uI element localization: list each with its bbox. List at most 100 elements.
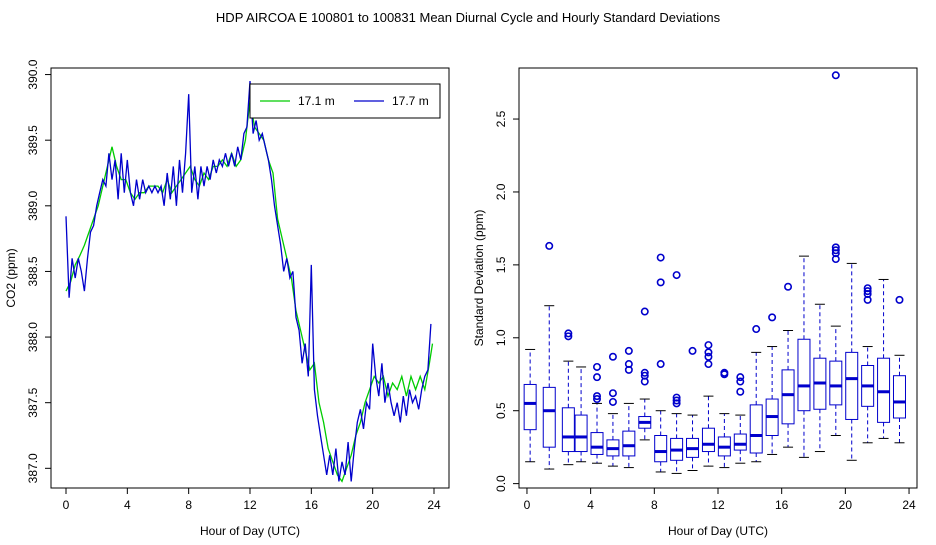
left-x-tick-label: 12 [243,498,257,512]
outlier-point [768,313,777,322]
outlier-point [564,332,573,341]
outlier-point [545,241,554,250]
outlier-point [704,352,713,361]
outlier-point [640,377,649,386]
right-y-axis: 0.0 0.5 1.0 1.5 2.0 2.5 [494,110,520,492]
stddev-boxplot-chart: 0 4 8 12 16 20 24 0.0 0.5 1.0 1.5 2.0 2.5 Hour of D… [472,67,918,538]
box-hour-11.4 [701,341,715,467]
outlier-point [656,360,665,369]
box-hour-9.4 [670,271,684,474]
outlier-point [593,362,602,371]
outlier-point [736,387,745,396]
iqr-box [829,360,843,406]
box-hour-23.4 [892,295,906,444]
left-x-tick-label: 4 [124,498,131,512]
outlier-point [608,397,617,406]
right-y-tick-label: 2.5 [494,110,508,127]
outlier-point [831,255,840,264]
outlier-point [608,352,617,361]
left-plot-frame [50,67,450,489]
outlier-point [656,253,665,262]
box-hour-13.4 [733,373,747,464]
box-hour-7.4 [638,307,652,441]
outlier-point [593,392,602,401]
outlier-point [704,348,713,357]
left-y-tick-label: 389.0 [26,190,40,220]
iqr-box [781,369,795,425]
left-y-tick-label: 388.0 [26,322,40,352]
legend: 17.1 m 17.7 m [249,83,441,119]
right-x-tick-label: 24 [902,498,916,512]
iqr-box [542,386,556,448]
right-x-axis-label: Hour of Day (UTC) [668,524,768,538]
iqr-box [749,404,763,454]
right-x-tick-label: 4 [587,498,594,512]
legend-label-17-7m: 17.7 m [392,94,429,108]
left-y-tick-label: 387.5 [26,387,40,417]
left-y-axis: 387.0 387.5 388.0 388.5 389.0 389.5 390.0 [26,59,52,483]
left-y-tick-label: 387.0 [26,453,40,483]
outlier-point [688,346,697,355]
box-hour-14.4 [749,325,763,463]
left-y-axis-label: CO2 (ppm) [4,248,18,307]
box-hour-10.4 [686,346,700,471]
outlier-point [672,271,681,280]
box-hour-0.2 [523,348,537,463]
figure-title: HDP AIRCOA E 100801 to 100831 Mean Diurn… [216,10,721,25]
outlier-point [640,368,649,377]
left-x-tick-label: 8 [185,498,192,512]
right-x-axis: 0 4 8 12 16 20 24 [524,487,916,512]
outlier-point [863,287,872,296]
iqr-box [892,375,906,419]
outlier-point [564,329,573,338]
left-series-lines [65,81,434,483]
outlier-point [720,370,729,379]
box-hour-8.4 [654,253,668,473]
outlier-point [624,346,633,355]
box-hour-2.6 [561,329,575,466]
box-hour-19.4 [829,71,843,436]
outlier-point [863,295,872,304]
iqr-box [561,407,575,453]
iqr-box [654,435,668,463]
outlier-point [736,377,745,386]
left-x-tick-label: 24 [427,498,441,512]
outlier-point [784,282,793,291]
right-x-tick-label: 20 [839,498,853,512]
box-hour-4.4 [590,362,604,464]
outlier-point [593,373,602,382]
box-hour-3.4 [574,366,588,463]
outlier-point [895,295,904,304]
outlier-point [752,325,761,334]
box-hour-18.4 [813,303,827,453]
boxplot-boxes [523,71,906,474]
outlier-point [624,365,633,374]
iqr-box [701,427,715,453]
iqr-box [523,383,537,431]
right-x-tick-label: 0 [524,498,531,512]
box-hour-21.4 [861,284,875,444]
outlier-point [831,71,840,80]
box-hour-1.4 [542,241,556,470]
right-y-tick-label: 1.0 [494,329,508,346]
outlier-point [608,389,617,398]
iqr-box [797,338,811,412]
outlier-point [593,395,602,404]
box-hour-12.4 [717,368,731,469]
iqr-box [845,351,859,420]
right-y-tick-label: 1.5 [494,256,508,273]
box-hour-6.4 [622,346,636,469]
iqr-box [622,430,636,457]
outlier-point [640,307,649,316]
legend-label-17-1m: 17.1 m [298,94,335,108]
right-x-tick-label: 16 [775,498,789,512]
right-y-axis-label: Standard Deviation (ppm) [472,210,486,347]
co2-diurnal-line-chart: 0 4 8 12 16 20 24 387.0 387.5 388.0 388.5 389.0 389… [4,59,450,538]
box-hour-15.4 [765,313,779,455]
left-y-tick-label: 388.5 [26,256,40,286]
series-line-17-7m [65,81,432,482]
right-y-tick-label: 2.0 [494,183,508,200]
right-x-tick-label: 8 [651,498,658,512]
outlier-point [656,278,665,287]
